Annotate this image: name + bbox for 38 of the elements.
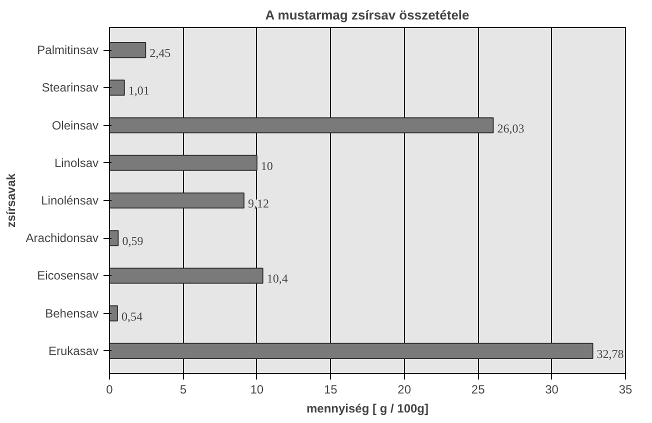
data-label: 9,12 — [248, 196, 269, 210]
data-label: 0,54 — [121, 309, 142, 324]
data-label: 0,59 — [122, 234, 144, 248]
y-tick-label: Linolsav — [54, 156, 99, 170]
x-tick-label: 30 — [545, 382, 559, 396]
x-tick-label: 5 — [180, 382, 187, 396]
chart-title: A mustarmag zsírsav összetétele — [265, 8, 470, 22]
y-tick-label: Oleinsav — [52, 118, 98, 132]
bar — [110, 192, 244, 209]
bar — [110, 268, 264, 284]
bar — [110, 117, 494, 134]
bar — [110, 342, 594, 359]
bar — [110, 42, 146, 58]
x-tick-label: 10 — [250, 382, 264, 396]
x-tick-label: 20 — [398, 382, 412, 396]
bar — [110, 230, 119, 246]
x-tick-label: 25 — [471, 382, 486, 396]
data-label: 10,4 — [266, 272, 288, 286]
data-label: 26,03 — [497, 121, 524, 136]
y-tick-label: Arachidonsav — [26, 231, 99, 246]
bar — [110, 305, 118, 322]
x-axis-title: mennyiség [ g / 100g] — [306, 402, 429, 416]
data-label: 10 — [260, 158, 273, 173]
bar — [110, 154, 258, 171]
y-tick-label: Stearinsav — [42, 80, 99, 95]
y-tick-label: Eicosensav — [37, 268, 99, 283]
data-label: 32,78 — [596, 346, 624, 361]
x-tick-label: 0 — [106, 382, 114, 396]
y-tick-label: Palmitinsav — [37, 43, 99, 58]
data-label: 2,45 — [150, 46, 171, 60]
x-tick-label: 35 — [618, 382, 632, 396]
x-tick-label: 15 — [324, 382, 338, 396]
y-tick-label: Linolénsav — [41, 194, 98, 208]
data-label: 1,01 — [128, 84, 150, 98]
bar — [110, 80, 125, 96]
y-tick-label: Erukasav — [48, 344, 99, 358]
y-tick-label: Behensav — [45, 306, 98, 320]
y-axis-title: zsírsavak — [4, 173, 18, 228]
